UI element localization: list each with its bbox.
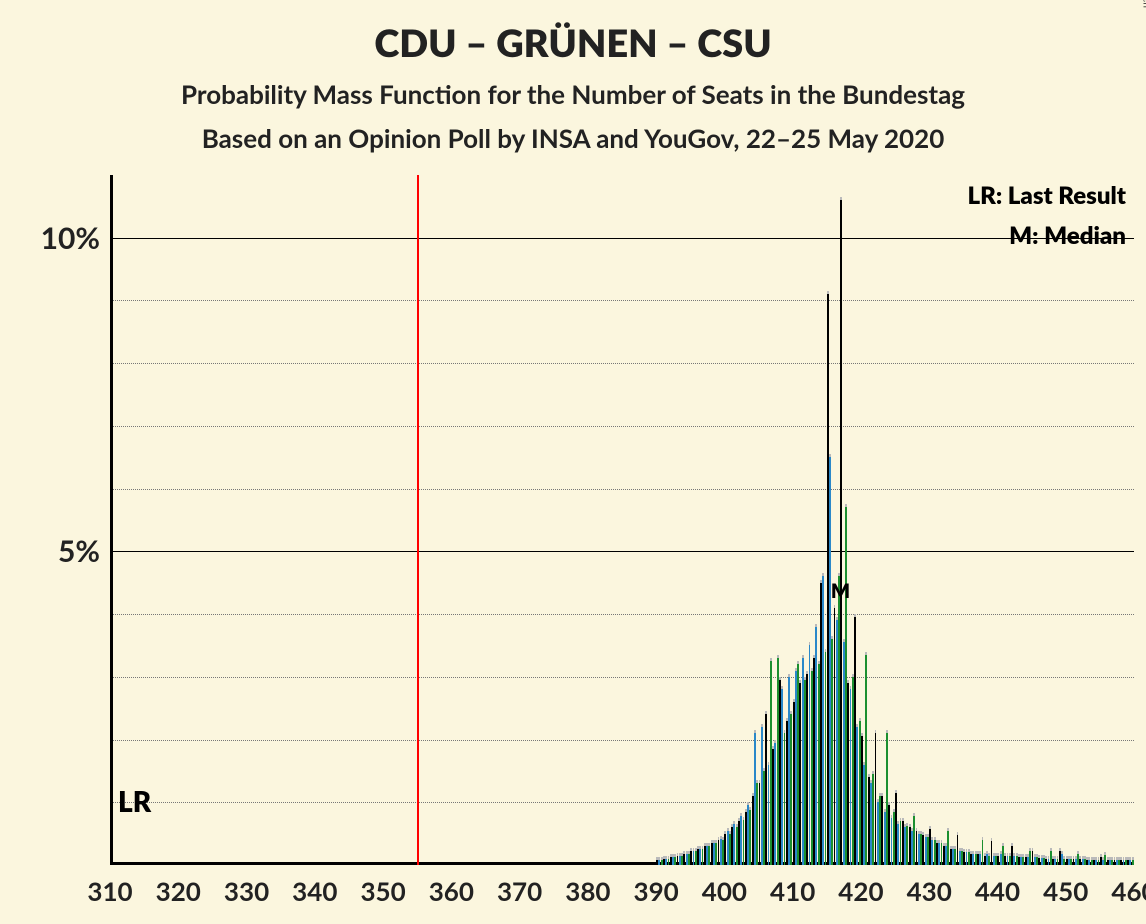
- x-tick-label: 390: [634, 875, 679, 907]
- x-tick-label: 460: [1111, 875, 1146, 907]
- bar-cap: [747, 802, 749, 805]
- bar-cap: [845, 504, 847, 507]
- bar-cap: [1061, 851, 1063, 854]
- gridline-major: [110, 238, 1134, 239]
- gridline-minor: [110, 426, 1134, 427]
- bar-cap: [881, 793, 883, 796]
- bar-cap: [802, 655, 804, 658]
- bar-cap: [815, 624, 817, 627]
- chart-title: CDU – GRÜNEN – CSU: [0, 20, 1146, 66]
- x-tick-label: 440: [975, 875, 1020, 907]
- y-tick-label: 10%: [0, 220, 100, 256]
- x-tick-label: 330: [224, 875, 269, 907]
- bar-cap: [1050, 848, 1052, 851]
- x-tick-label: 370: [497, 875, 542, 907]
- bar-cap: [761, 724, 763, 727]
- bar-cap: [781, 686, 783, 689]
- y-axis-line: [110, 175, 113, 865]
- bar-cap: [847, 680, 849, 683]
- bar-cap: [859, 718, 861, 721]
- x-tick-label: 430: [907, 875, 952, 907]
- gridline-minor: [110, 677, 1134, 678]
- bar-cap: [765, 711, 767, 714]
- bar-cap: [929, 826, 931, 829]
- bar-cap: [809, 642, 811, 645]
- bar-cap: [868, 774, 870, 777]
- bar-cap: [779, 677, 781, 680]
- gridline-minor: [110, 489, 1134, 490]
- y-tick-label: 5%: [0, 533, 100, 569]
- gridline-minor: [110, 802, 1134, 803]
- bar-cap: [740, 813, 742, 816]
- bar-cap: [834, 605, 836, 608]
- bar-cap: [957, 832, 959, 835]
- bar-cap: [1032, 848, 1034, 851]
- bar-cap: [895, 790, 897, 793]
- median-marker: M: [831, 579, 850, 603]
- bar-cap: [947, 828, 949, 831]
- x-tick-label: 350: [360, 875, 405, 907]
- bar-cap: [827, 291, 829, 294]
- x-tick-label: 400: [702, 875, 747, 907]
- bar-cap: [1104, 852, 1106, 855]
- gridline-major: [110, 551, 1134, 552]
- bar-cap: [770, 658, 772, 661]
- bar-cap: [902, 818, 904, 821]
- bar-cap: [754, 730, 756, 733]
- bar-cap: [822, 573, 824, 576]
- x-tick-label: 380: [565, 875, 610, 907]
- gridline-minor: [110, 740, 1134, 741]
- bar-cap: [886, 730, 888, 733]
- last-result-line: [417, 175, 419, 865]
- bar-cap: [982, 837, 984, 840]
- copyright-text: © 2021 Filip van Laenen: [1140, 0, 1146, 8]
- gridline-minor: [110, 363, 1134, 364]
- legend-last-result: LR: Last Result: [968, 181, 1126, 210]
- bar-cap: [861, 733, 863, 736]
- bar-cap: [865, 652, 867, 655]
- gridline-minor: [110, 614, 1134, 615]
- bar-cap: [854, 614, 856, 617]
- bar-cap: [888, 802, 890, 805]
- bar-cap: [797, 661, 799, 664]
- gridline-minor: [110, 300, 1134, 301]
- x-tick-label: 420: [838, 875, 883, 907]
- bar-cap: [1132, 857, 1134, 860]
- x-tick-label: 450: [1043, 875, 1088, 907]
- bar-cap: [991, 838, 993, 841]
- last-result-label: LR: [118, 784, 151, 818]
- chart-subtitle-1: Probability Mass Function for the Number…: [0, 78, 1146, 110]
- chart-subtitle-2: Based on an Opinion Poll by INSA and You…: [0, 122, 1146, 154]
- x-tick-label: 320: [156, 875, 201, 907]
- x-tick-label: 310: [87, 875, 132, 907]
- bar-cap: [1077, 851, 1079, 854]
- plot-area: LR LR: Last Result M: Median M: [110, 175, 1134, 865]
- bar-green: [1132, 860, 1134, 865]
- bar-cap: [829, 454, 831, 457]
- bar-cap: [913, 813, 915, 816]
- x-tick-label: 410: [770, 875, 815, 907]
- x-tick-label: 340: [292, 875, 337, 907]
- bar-cap: [840, 197, 842, 200]
- bar-cap: [788, 674, 790, 677]
- bar-cap: [1011, 843, 1013, 846]
- legend-median: M: Median: [1009, 221, 1126, 250]
- bar-cap: [875, 730, 877, 733]
- x-tick-label: 360: [429, 875, 474, 907]
- bar-cap: [1002, 843, 1004, 846]
- bar-cap: [777, 655, 779, 658]
